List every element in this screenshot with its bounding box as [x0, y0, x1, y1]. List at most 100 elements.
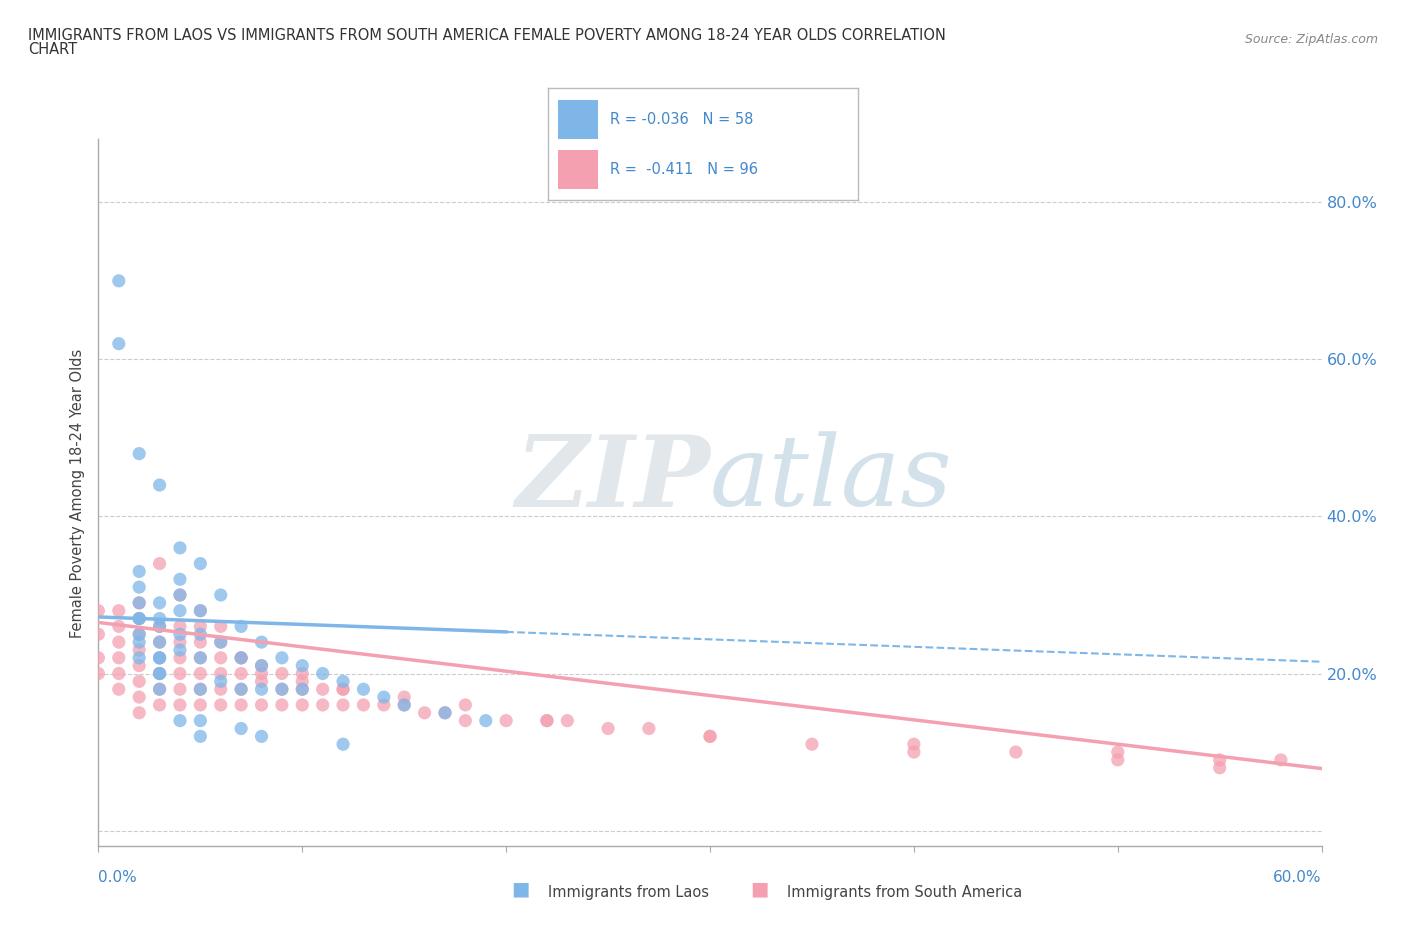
Point	[128, 595, 150, 610]
Point	[169, 619, 191, 634]
Point	[149, 682, 172, 697]
Point	[1107, 752, 1129, 767]
Point	[128, 446, 150, 461]
Point	[149, 682, 172, 697]
Point	[149, 666, 172, 681]
Point	[149, 650, 172, 665]
Point	[598, 721, 620, 736]
Point	[169, 588, 191, 603]
Point	[291, 666, 314, 681]
Point	[128, 627, 150, 642]
Point	[149, 650, 172, 665]
Point	[231, 721, 253, 736]
Point	[169, 634, 191, 649]
Point	[169, 572, 191, 587]
Point	[474, 713, 498, 728]
Point	[801, 737, 824, 751]
Point	[149, 478, 172, 493]
Point	[149, 634, 172, 649]
Point	[231, 650, 253, 665]
Point	[149, 698, 172, 712]
Point	[128, 627, 150, 642]
Point	[352, 698, 374, 712]
Text: 60.0%: 60.0%	[1274, 870, 1322, 884]
Point	[250, 658, 273, 673]
Point	[149, 634, 172, 649]
Point	[188, 666, 212, 681]
Point	[209, 666, 232, 681]
Point	[188, 634, 212, 649]
Point	[188, 713, 212, 728]
Point	[188, 682, 212, 697]
Point	[169, 666, 191, 681]
Point	[149, 650, 172, 665]
Point	[108, 634, 131, 649]
Point	[231, 650, 253, 665]
Text: Immigrants from South America: Immigrants from South America	[787, 885, 1022, 900]
Point	[188, 729, 212, 744]
Point	[188, 650, 212, 665]
Point	[250, 682, 273, 697]
Point	[1209, 761, 1232, 776]
Text: Source: ZipAtlas.com: Source: ZipAtlas.com	[1244, 33, 1378, 46]
Point	[291, 682, 314, 697]
Point	[536, 713, 558, 728]
Point	[149, 611, 172, 626]
Point	[169, 540, 191, 555]
Point	[128, 658, 150, 673]
Point	[231, 682, 253, 697]
Point	[1004, 745, 1026, 760]
Point	[188, 604, 212, 618]
Y-axis label: Female Poverty Among 18-24 Year Olds: Female Poverty Among 18-24 Year Olds	[70, 348, 86, 638]
Point	[149, 619, 172, 634]
Text: ■: ■	[749, 880, 769, 898]
Point	[332, 737, 354, 751]
Point	[128, 674, 150, 689]
Point	[169, 698, 191, 712]
Point	[903, 745, 925, 760]
Point	[270, 666, 294, 681]
Point	[128, 705, 150, 720]
Text: R = -0.036   N = 58: R = -0.036 N = 58	[610, 112, 754, 126]
Point	[434, 705, 457, 720]
Point	[169, 627, 191, 642]
Point	[332, 698, 354, 712]
Point	[250, 729, 273, 744]
Point	[108, 682, 131, 697]
Point	[128, 611, 150, 626]
Point	[250, 634, 273, 649]
Point	[903, 737, 925, 751]
Point	[209, 650, 232, 665]
Point	[169, 713, 191, 728]
Point	[188, 627, 212, 642]
Point	[699, 729, 721, 744]
Point	[169, 682, 191, 697]
Text: Immigrants from Laos: Immigrants from Laos	[548, 885, 710, 900]
Point	[128, 634, 150, 649]
Point	[392, 690, 416, 705]
Point	[392, 698, 416, 712]
Text: 0.0%: 0.0%	[98, 870, 138, 884]
Point	[87, 650, 110, 665]
Text: R =  -0.411   N = 96: R = -0.411 N = 96	[610, 162, 758, 177]
Point	[231, 619, 253, 634]
Point	[149, 619, 172, 634]
Point	[128, 643, 150, 658]
Point	[270, 650, 294, 665]
Point	[1270, 752, 1292, 767]
Point	[149, 556, 172, 571]
Point	[209, 682, 232, 697]
Point	[312, 682, 335, 697]
Point	[128, 595, 150, 610]
Point	[128, 611, 150, 626]
Point	[169, 643, 191, 658]
Text: CHART: CHART	[28, 42, 77, 57]
Point	[454, 698, 477, 712]
Point	[312, 666, 335, 681]
Point	[270, 682, 294, 697]
Text: ZIP: ZIP	[515, 431, 710, 527]
Point	[149, 595, 172, 610]
Point	[495, 713, 517, 728]
Point	[250, 658, 273, 673]
Point	[699, 729, 721, 744]
